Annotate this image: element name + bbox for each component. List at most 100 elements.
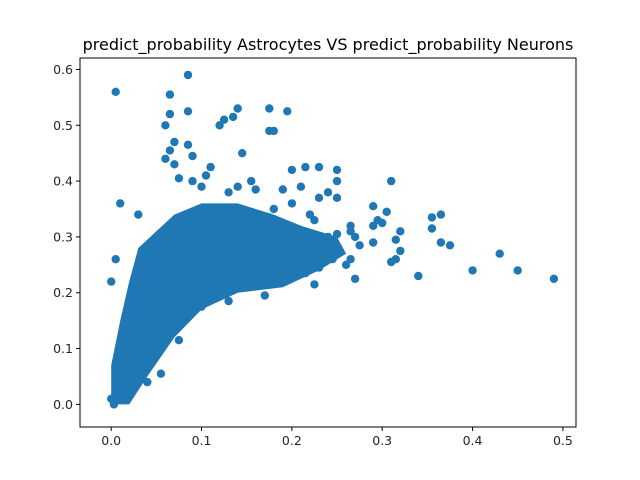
- data-point: [314, 193, 324, 202]
- data-point: [269, 204, 278, 214]
- y-tick-label: 0.4: [53, 174, 73, 189]
- data-point: [233, 104, 242, 113]
- data-point: [314, 263, 324, 272]
- data-point: [242, 232, 251, 242]
- data-point: [350, 232, 360, 242]
- data-point: [251, 210, 260, 219]
- data-point: [269, 227, 278, 236]
- data-point: [287, 199, 297, 208]
- data-point: [346, 227, 355, 236]
- data-point: [116, 199, 125, 208]
- data-point: [369, 238, 378, 247]
- data-point: [396, 227, 405, 236]
- data-point: [301, 162, 310, 172]
- data-point: [323, 232, 333, 242]
- data-point: [107, 277, 116, 286]
- data-point: [382, 207, 391, 216]
- data-point: [396, 246, 405, 256]
- data-point: [445, 241, 455, 250]
- y-tick-label: 0.5: [53, 118, 73, 133]
- data-point: [165, 109, 175, 119]
- data-point: [111, 389, 120, 398]
- data-point: [165, 146, 175, 155]
- x-tick-label: 0.4: [463, 433, 483, 448]
- data-point: [513, 266, 522, 275]
- data-point: [305, 210, 315, 219]
- data-point: [109, 400, 119, 409]
- chart-title: predict_probability Astrocytes VS predic…: [83, 35, 574, 55]
- data-point: [116, 366, 125, 376]
- x-axis: 0.0 0.1 0.2 0.3 0.4 0.5: [101, 427, 573, 448]
- data-point: [369, 202, 378, 211]
- x-tick-label: 0.0: [101, 433, 121, 448]
- data-point: [328, 255, 337, 264]
- data-point: [215, 121, 224, 130]
- data-point: [188, 255, 197, 264]
- y-tick-label: 0.1: [53, 341, 73, 356]
- x-tick-label: 0.5: [553, 433, 573, 448]
- data-point: [134, 210, 143, 219]
- data-point: [350, 274, 360, 283]
- data-point: [301, 269, 310, 278]
- data-point: [265, 104, 274, 113]
- data-point: [378, 218, 387, 228]
- data-point: [188, 151, 197, 161]
- data-point: [247, 176, 256, 186]
- data-point: [287, 266, 297, 275]
- data-point: [233, 182, 242, 191]
- data-point: [332, 165, 342, 175]
- data-point: [305, 232, 315, 242]
- data-point: [387, 176, 396, 186]
- data-point: [332, 193, 342, 202]
- data-point: [143, 277, 152, 286]
- y-tick-label: 0.0: [53, 397, 73, 412]
- data-point: [179, 249, 188, 258]
- data-point: [165, 90, 175, 99]
- data-point: [265, 213, 274, 222]
- data-point: [197, 302, 206, 311]
- data-point: [111, 255, 120, 264]
- data-point: [152, 271, 161, 281]
- data-point: [278, 185, 287, 194]
- data-point: [174, 174, 184, 183]
- data-point: [170, 160, 179, 169]
- data-point: [323, 188, 333, 197]
- data-point: [265, 126, 274, 136]
- data-point: [369, 221, 378, 230]
- data-point: [427, 213, 437, 222]
- data-point: [147, 260, 156, 269]
- data-point: [170, 260, 179, 269]
- data-point: [183, 107, 193, 116]
- y-tick-label: 0.2: [53, 285, 73, 300]
- data-point: [111, 87, 120, 97]
- data-point: [391, 235, 400, 244]
- data-point: [310, 216, 319, 225]
- data-point: [161, 266, 170, 275]
- data-point: [161, 154, 170, 163]
- data-point: [414, 271, 423, 281]
- data-point: [125, 316, 134, 325]
- data-point: [278, 232, 287, 242]
- data-point: [134, 299, 143, 309]
- y-axis: 0.0 0.1 0.2 0.3 0.4 0.5 0.6: [53, 62, 80, 412]
- data-point: [224, 296, 233, 306]
- plot-frame: [79, 57, 577, 428]
- data-point: [183, 70, 193, 80]
- data-point: [183, 140, 193, 149]
- data-point: [219, 115, 229, 124]
- data-point: [436, 238, 446, 247]
- data-point: [332, 229, 342, 239]
- y-tick-label: 0.6: [53, 62, 73, 77]
- dense-cloud: [111, 203, 347, 405]
- data-point: [170, 137, 179, 147]
- points-layer: [107, 70, 559, 409]
- data-point: [468, 266, 477, 275]
- y-tick-label: 0.3: [53, 229, 73, 244]
- data-point: [251, 185, 260, 194]
- data-point: [314, 162, 324, 172]
- data-point: [391, 255, 400, 264]
- data-point: [296, 182, 306, 191]
- data-point: [215, 249, 224, 258]
- data-point: [341, 260, 351, 269]
